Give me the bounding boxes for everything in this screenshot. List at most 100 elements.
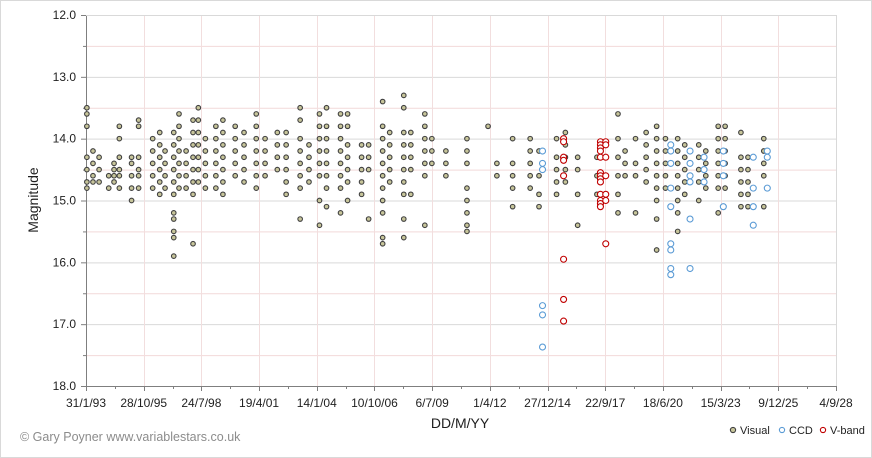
point-visual [681,179,688,185]
point-visual [220,191,226,198]
point-visual [527,185,534,191]
point-visual [574,222,581,229]
point-ccd [700,153,708,161]
point-visual [241,179,247,185]
point-visual [715,210,722,216]
point-visual [253,185,260,191]
point-visual [149,172,156,179]
point-visual [128,160,135,167]
point-visual [553,166,560,173]
x-tick-label: 9/12/25 [758,396,798,410]
point-visual [632,135,639,142]
point-visual [379,197,386,204]
point-visual [316,172,323,179]
point-visual [674,172,681,179]
y-tick-label: 13.0 [53,70,77,84]
point-visual [84,104,90,111]
legend-marker-ccd [778,426,786,434]
point-visual [400,129,407,136]
point-visual [622,172,628,179]
point-visual [407,191,414,198]
point-visual [323,172,330,179]
point-visual [632,172,639,179]
point-visual [262,160,268,167]
point-visual [84,179,90,185]
point-visual [464,185,470,191]
point-visual [464,135,470,142]
point-visual [702,185,709,191]
point-ccd [667,147,675,155]
point-visual [722,185,728,191]
point-visual [494,172,500,179]
point-visual [323,160,330,167]
point-visual [274,142,281,148]
point-visual [615,111,621,117]
point-v-band [602,190,610,198]
point-visual [738,129,744,136]
point-visual [135,185,142,191]
point-visual [297,185,304,191]
point-visual [213,185,219,191]
point-visual [316,135,323,142]
point-ccd [686,215,694,223]
point-visual [262,135,268,142]
point-visual [407,142,414,148]
point-visual [170,210,177,216]
point-visual [738,179,744,185]
point-ccd [538,147,547,155]
point-visual [760,135,767,142]
point-visual [494,160,500,167]
point-visual [653,160,660,167]
point-visual [135,117,142,123]
point-visual [116,135,123,142]
point-visual [379,185,386,191]
x-tick-label: 6/7/09 [415,396,449,410]
point-visual [509,135,516,142]
point-visual [90,172,96,179]
point-visual [253,172,260,179]
point-visual [213,123,219,130]
point-visual [190,142,196,148]
point-ccd [749,184,757,192]
legend-label-ccd: CCD [789,425,813,437]
point-visual [90,148,96,154]
point-visual [379,135,386,142]
point-visual [323,104,330,111]
point-visual [509,203,516,210]
point-visual [407,129,414,136]
point-visual [337,160,344,167]
point-visual [297,148,304,154]
point-visual [232,123,239,130]
point-visual [527,135,534,142]
point-visual [170,142,177,148]
point-visual [681,191,688,198]
point-visual [681,154,688,161]
point-visual [128,197,135,204]
point-visual [745,179,751,185]
point-visual [253,123,260,130]
point-ccd [667,159,675,167]
point-visual [653,135,660,142]
point-visual [183,185,189,191]
point-visual [111,172,117,179]
point-visual [176,160,182,167]
point-ccd [538,343,547,351]
point-visual [536,172,542,179]
point-ccd [719,147,727,155]
point-visual [162,160,168,167]
point-visual [202,185,209,191]
point-visual [464,228,470,235]
point-visual [190,154,196,161]
data-points [84,92,771,351]
point-ccd [719,159,727,167]
legend: Visual CCD V-band [729,425,865,437]
point-visual [220,166,226,173]
legend-label-v-band: V-band [830,425,865,437]
point-visual [195,104,202,111]
point-visual [653,148,660,154]
point-visual [715,185,722,191]
point-visual [421,135,428,142]
point-visual [337,148,344,154]
x-tick-label: 27/12/14 [524,396,571,410]
